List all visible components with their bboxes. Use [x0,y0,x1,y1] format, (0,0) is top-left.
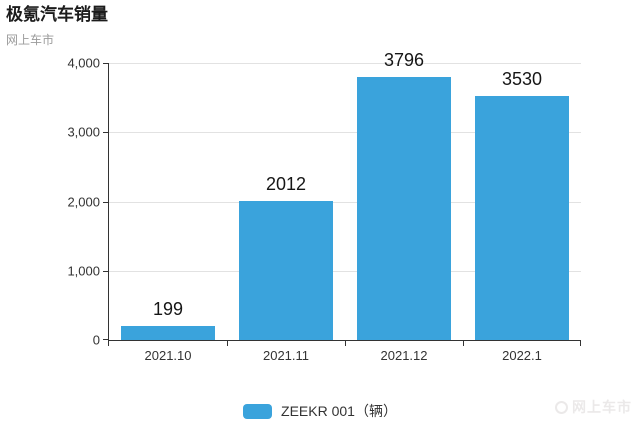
y-axis-tick [103,270,109,272]
y-axis-tick [103,132,109,134]
bar-value-label: 199 [152,299,184,320]
legend[interactable]: ZEEKR 001（辆） [0,401,640,421]
chart-title: 极氪汽车销量 [6,5,108,24]
x-axis-tick [345,340,346,346]
y-axis-label: 2,000 [67,194,100,209]
x-axis-tick [108,340,109,346]
y-axis-label: 4,000 [67,55,100,71]
bar-2021.11[interactable] [239,200,333,340]
x-axis-label: 2021.10 [144,348,192,363]
bar-value-label: 3530 [501,68,543,89]
y-axis-label: 1,000 [67,263,100,279]
gridline [109,201,581,203]
gridline [109,63,581,64]
watermark-logo-icon [555,400,568,414]
bar-2022.1[interactable] [475,95,569,340]
x-axis-label: 2021.12 [380,348,428,363]
x-axis-tick [463,340,464,346]
legend-label: ZEEKR 001（辆） [281,403,397,419]
bar-2021.10[interactable] [121,326,215,340]
gridline [109,270,581,272]
bar-2021.12[interactable] [357,77,451,340]
y-axis-tick [103,339,109,340]
chart-header: 极氪汽车销量 网上车市 [6,5,108,48]
y-axis-label: 3,000 [67,124,100,140]
y-axis-tick [103,201,109,203]
x-axis-label: 2022.1 [502,348,542,363]
chart-subtitle: 网上车市 [6,33,55,48]
x-axis-label: 2021.11 [262,348,310,363]
plot-area: 0 1,000 2,000 3,000 4,000 199 2021.10 2012 2021.… [67,50,581,363]
bar-value-label: 3796 [383,50,425,71]
x-axis-tick [580,340,581,346]
y-axis-label: 0 [92,332,100,348]
legend-swatch-icon [243,403,273,419]
x-axis-tick [227,340,228,346]
watermark: 网上车市 [555,397,632,417]
gridline [109,132,581,134]
bar-value-label: 2012 [265,173,307,194]
y-axis-tick [103,63,109,64]
watermark-text: 网上车市 [572,399,632,415]
